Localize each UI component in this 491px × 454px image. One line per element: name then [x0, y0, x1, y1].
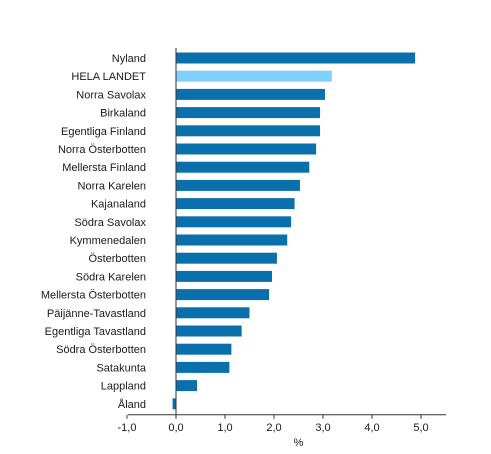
bar-16: [176, 343, 232, 355]
bar-4: [176, 125, 321, 137]
x-tick-label: 0,0: [168, 422, 183, 434]
bar-15: [176, 325, 242, 337]
x-tick-label: -1,0: [118, 422, 137, 434]
x-axis-ticks: -1,0 0,0 1,0 2,0 3,0 4,0 5,0: [118, 414, 429, 434]
bar-1: [176, 70, 332, 82]
bar-10: [176, 234, 288, 246]
x-axis-label: %: [294, 437, 304, 449]
bar-9: [176, 216, 292, 228]
category-label: Satakunta: [96, 362, 146, 374]
bar-14: [176, 307, 250, 319]
bar-11: [176, 252, 277, 264]
category-label: Österbotten: [89, 253, 146, 265]
category-label: Egentliga Finland: [61, 126, 146, 138]
bar-19: [172, 398, 176, 410]
category-label: Åland: [118, 398, 146, 411]
x-tick-label: 3,0: [315, 422, 330, 434]
category-labels: Nyland HELA LANDET Norra Savolax Birkaland E…: [41, 53, 147, 411]
category-label: Norra Savolax: [76, 89, 146, 101]
category-label: Södra Karelen: [76, 271, 146, 283]
bar-17: [176, 361, 230, 373]
category-label: Nyland: [112, 53, 146, 65]
x-tick-label: 4,0: [364, 422, 379, 434]
bar-3: [176, 107, 321, 119]
x-tick-label: 5,0: [413, 422, 428, 434]
bar-6: [176, 161, 310, 173]
bar-18: [176, 380, 198, 392]
category-label: Mellersta Österbotten: [41, 290, 146, 302]
category-label: Norra Österbotten: [58, 144, 146, 156]
bar-12: [176, 270, 273, 282]
x-tick-label: 2,0: [266, 422, 281, 434]
category-label: Lappland: [101, 381, 146, 393]
x-tick-label: 1,0: [217, 422, 232, 434]
category-label: Egentliga Tavastland: [45, 326, 146, 338]
category-label: Norra Karelen: [78, 180, 146, 192]
bars-group: [172, 52, 416, 410]
bar-5: [176, 143, 317, 155]
category-label: Kajanaland: [91, 199, 146, 211]
category-label: Södra Österbotten: [56, 344, 146, 356]
bar-13: [176, 289, 270, 301]
category-label: Kymmenedalen: [70, 235, 146, 247]
category-label: HELA LANDET: [71, 71, 146, 83]
category-label: Birkaland: [100, 108, 146, 120]
category-label: Päijänne-Tavastland: [47, 308, 146, 320]
category-label: Mellersta Finland: [62, 162, 146, 174]
category-label: Södra Savolax: [74, 217, 146, 229]
bar-0: [176, 52, 416, 64]
bar-7: [176, 179, 300, 191]
bar-8: [176, 198, 295, 210]
bar-2: [176, 88, 325, 100]
